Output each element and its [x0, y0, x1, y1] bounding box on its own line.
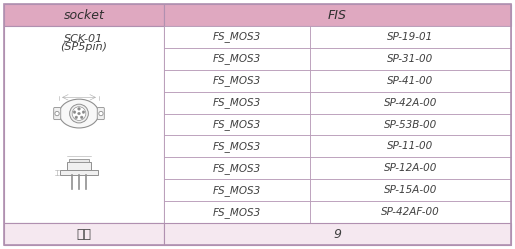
Text: 개수: 개수	[77, 228, 92, 241]
Bar	[60, 170, 98, 176]
Text: SP-15A-00: SP-15A-00	[384, 185, 437, 195]
Bar	[4, 26, 164, 223]
Bar	[70, 159, 89, 162]
Bar	[164, 223, 511, 245]
Text: 9: 9	[334, 228, 341, 241]
Bar	[310, 92, 511, 114]
Bar	[310, 70, 511, 92]
Bar	[164, 157, 310, 179]
Circle shape	[80, 116, 83, 119]
Bar	[164, 92, 310, 114]
Bar	[164, 70, 310, 92]
Text: socket: socket	[63, 8, 105, 21]
Circle shape	[55, 111, 59, 116]
Circle shape	[99, 111, 103, 116]
Circle shape	[78, 112, 80, 115]
Bar	[164, 4, 511, 26]
Circle shape	[72, 107, 86, 121]
Text: FIS: FIS	[328, 8, 347, 21]
Bar	[310, 135, 511, 157]
Text: FS_MOS3: FS_MOS3	[213, 207, 261, 218]
FancyBboxPatch shape	[54, 108, 61, 120]
Text: FS_MOS3: FS_MOS3	[213, 163, 261, 174]
Text: (SP5pin): (SP5pin)	[60, 42, 108, 52]
Bar	[4, 223, 164, 245]
Text: SP-31-00: SP-31-00	[387, 54, 434, 64]
Bar	[164, 114, 310, 135]
Text: SP-42AF-00: SP-42AF-00	[381, 207, 440, 217]
Text: SP-42A-00: SP-42A-00	[384, 98, 437, 108]
Bar	[310, 157, 511, 179]
Circle shape	[82, 111, 84, 113]
Circle shape	[70, 104, 89, 123]
Text: SP-11-00: SP-11-00	[387, 141, 434, 151]
Text: FS_MOS3: FS_MOS3	[213, 31, 261, 42]
Bar	[310, 114, 511, 135]
Text: SCK-01: SCK-01	[64, 34, 104, 44]
Bar	[164, 48, 310, 70]
Text: SP-41-00: SP-41-00	[387, 76, 434, 86]
Circle shape	[73, 111, 76, 113]
Ellipse shape	[59, 99, 99, 128]
Text: FS_MOS3: FS_MOS3	[213, 119, 261, 130]
Text: FS_MOS3: FS_MOS3	[213, 75, 261, 86]
Bar	[164, 179, 310, 201]
Bar	[310, 48, 511, 70]
Bar	[164, 201, 310, 223]
FancyBboxPatch shape	[97, 108, 105, 120]
Text: SP-53B-00: SP-53B-00	[384, 120, 437, 129]
Text: FS_MOS3: FS_MOS3	[213, 141, 261, 152]
Text: SP-12A-00: SP-12A-00	[384, 163, 437, 173]
Bar	[310, 26, 511, 48]
Text: FS_MOS3: FS_MOS3	[213, 185, 261, 196]
Text: FS_MOS3: FS_MOS3	[213, 53, 261, 64]
Bar	[310, 201, 511, 223]
Bar	[310, 179, 511, 201]
Text: FS_MOS3: FS_MOS3	[213, 97, 261, 108]
Bar	[164, 26, 310, 48]
Text: SP-19-01: SP-19-01	[387, 32, 434, 42]
Circle shape	[75, 116, 78, 119]
Bar	[164, 135, 310, 157]
Bar	[4, 4, 164, 26]
Circle shape	[78, 108, 80, 110]
Bar	[67, 162, 91, 170]
